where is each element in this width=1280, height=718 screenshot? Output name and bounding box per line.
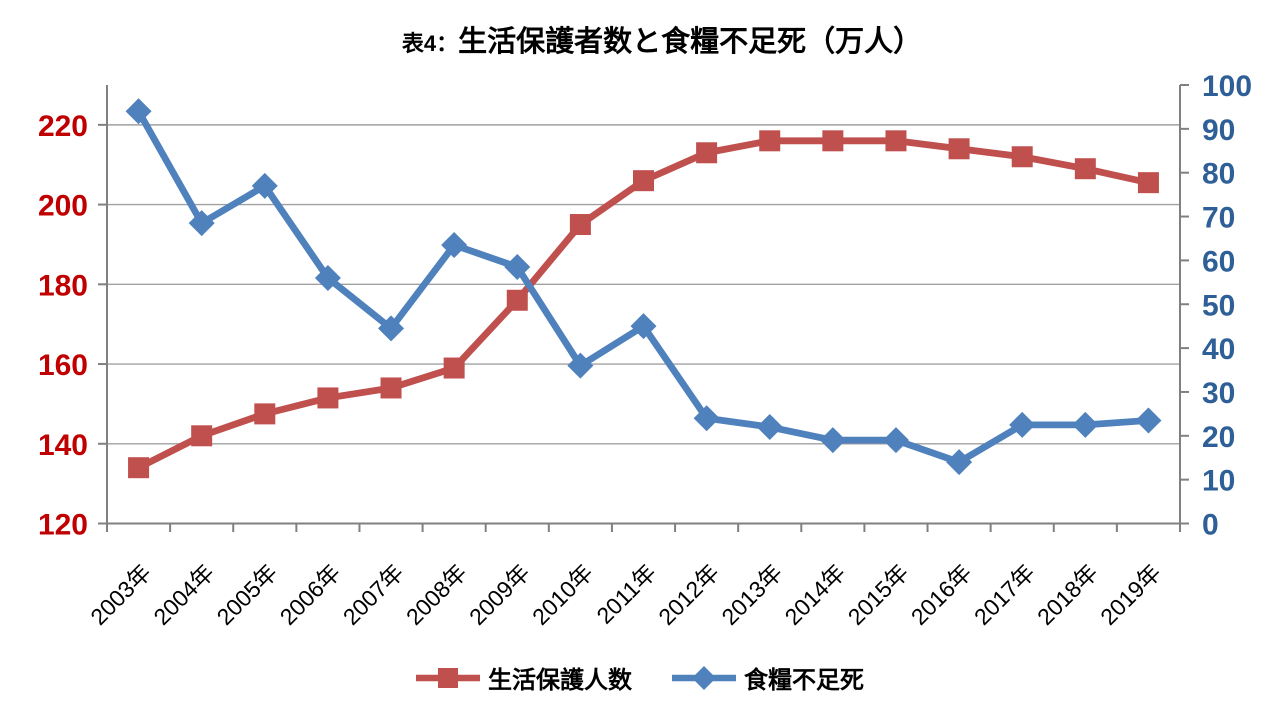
series-marker-diamond (441, 232, 468, 259)
legend-label-shokuryofusokushi: 食糧不足死 (744, 667, 864, 694)
series-marker-square (569, 214, 591, 236)
x-axis-tick-label: 2013年 (716, 559, 787, 630)
left-axis-tick-label: 180 (38, 269, 88, 302)
chart-title: 表4：生活保護者数と食糧不足死（万人） (22, 24, 1280, 65)
right-axis-tick-label: 30 (1202, 377, 1235, 410)
legend: 生活保護人数 食糧不足死 (0, 660, 1280, 695)
series-marker-square (1074, 158, 1096, 180)
series-marker-diamond (251, 172, 278, 199)
right-axis-tick-label: 10 (1202, 465, 1235, 498)
series-marker-diamond (504, 253, 531, 280)
series-marker-diamond (314, 264, 341, 291)
left-axis-tick-label: 160 (38, 349, 88, 382)
x-axis-tick-label: 2010年 (527, 559, 598, 630)
chart-title-text: 生活保護者数と食糧不足死（万人） (458, 26, 923, 58)
right-axis-tick-label: 60 (1202, 245, 1235, 278)
x-axis-tick-label: 2007年 (338, 559, 409, 630)
series-marker-square (443, 357, 465, 379)
series-marker-diamond (378, 315, 405, 342)
series-marker-square (506, 289, 528, 311)
series-marker-diamond (756, 414, 783, 441)
series-marker-diamond (567, 352, 594, 379)
x-axis-tick-label: 2011年 (591, 559, 661, 629)
right-axis-tick-label: 90 (1202, 114, 1235, 147)
series-marker-square (633, 170, 654, 192)
x-axis-tick-label: 2019年 (1095, 559, 1166, 630)
legend-item-seikatsuhogo: 生活保護人数 (416, 660, 632, 695)
square-marker-icon (416, 667, 480, 688)
series-marker-diamond (1135, 407, 1162, 434)
right-axis-tick-label: 40 (1202, 333, 1235, 366)
series-marker-diamond (630, 313, 657, 340)
right-axis-tick-label: 50 (1202, 289, 1235, 322)
series-marker-diamond (882, 427, 909, 454)
left-axis-tick-label: 200 (38, 190, 88, 223)
x-axis-tick-label: 2005年 (211, 559, 282, 630)
series-marker-square (696, 142, 718, 164)
series-marker-diamond (1072, 411, 1099, 438)
chart-title-prefix: 表4： (401, 31, 459, 56)
legend-square-red (438, 667, 458, 688)
right-axis-tick-label: 0 (1202, 509, 1219, 542)
x-axis-tick-label: 2018年 (1032, 559, 1103, 630)
legend-item-shokuryofusokushi: 食糧不足死 (672, 660, 864, 695)
right-axis-tick-label: 20 (1202, 421, 1235, 454)
x-axis-tick-label: 2003年 (85, 559, 156, 630)
right-axis-tick-label: 70 (1202, 202, 1235, 235)
left-axis-tick-label: 220 (38, 110, 88, 143)
right-axis-tick-label: 100 (1202, 70, 1252, 103)
series-marker-square (191, 425, 213, 447)
x-axis-tick-label: 2014年 (780, 559, 851, 630)
series-marker-diamond (125, 98, 152, 125)
series-marker-square (317, 387, 339, 409)
series-marker-diamond (1009, 411, 1036, 438)
legend-label-seikatsuhogo: 生活保護人数 (488, 667, 632, 694)
x-axis-tick-label: 2006年 (275, 559, 346, 630)
x-axis-tick-label: 2012年 (653, 559, 724, 630)
series-marker-square (1137, 172, 1159, 194)
series-marker-diamond (819, 427, 846, 454)
series-marker-square (759, 130, 781, 152)
series-marker-square (1011, 146, 1033, 168)
x-axis-tick-label: 2015年 (843, 559, 914, 630)
series-marker-square (128, 457, 150, 479)
right-axis-tick-label: 80 (1202, 158, 1235, 191)
legend-diamond-blue (692, 665, 716, 690)
series-marker-square (380, 377, 402, 399)
series-marker-square (822, 130, 844, 152)
series-marker-diamond (946, 449, 973, 476)
x-axis-tick-label: 2017年 (969, 559, 1040, 630)
x-axis-tick-label: 2008年 (401, 559, 472, 630)
x-axis-tick-label: 2009年 (464, 559, 535, 630)
x-axis-tick-label: 2016年 (906, 559, 977, 630)
left-axis-tick-label: 120 (38, 509, 88, 542)
series-marker-square (885, 130, 907, 152)
diamond-marker-icon (672, 665, 736, 690)
series-marker-square (948, 138, 970, 160)
series-marker-diamond (188, 210, 215, 237)
series-marker-square (254, 403, 276, 425)
x-axis-tick-label: 2004年 (148, 559, 219, 630)
left-axis-tick-label: 140 (38, 429, 88, 462)
series-marker-diamond (693, 405, 720, 432)
